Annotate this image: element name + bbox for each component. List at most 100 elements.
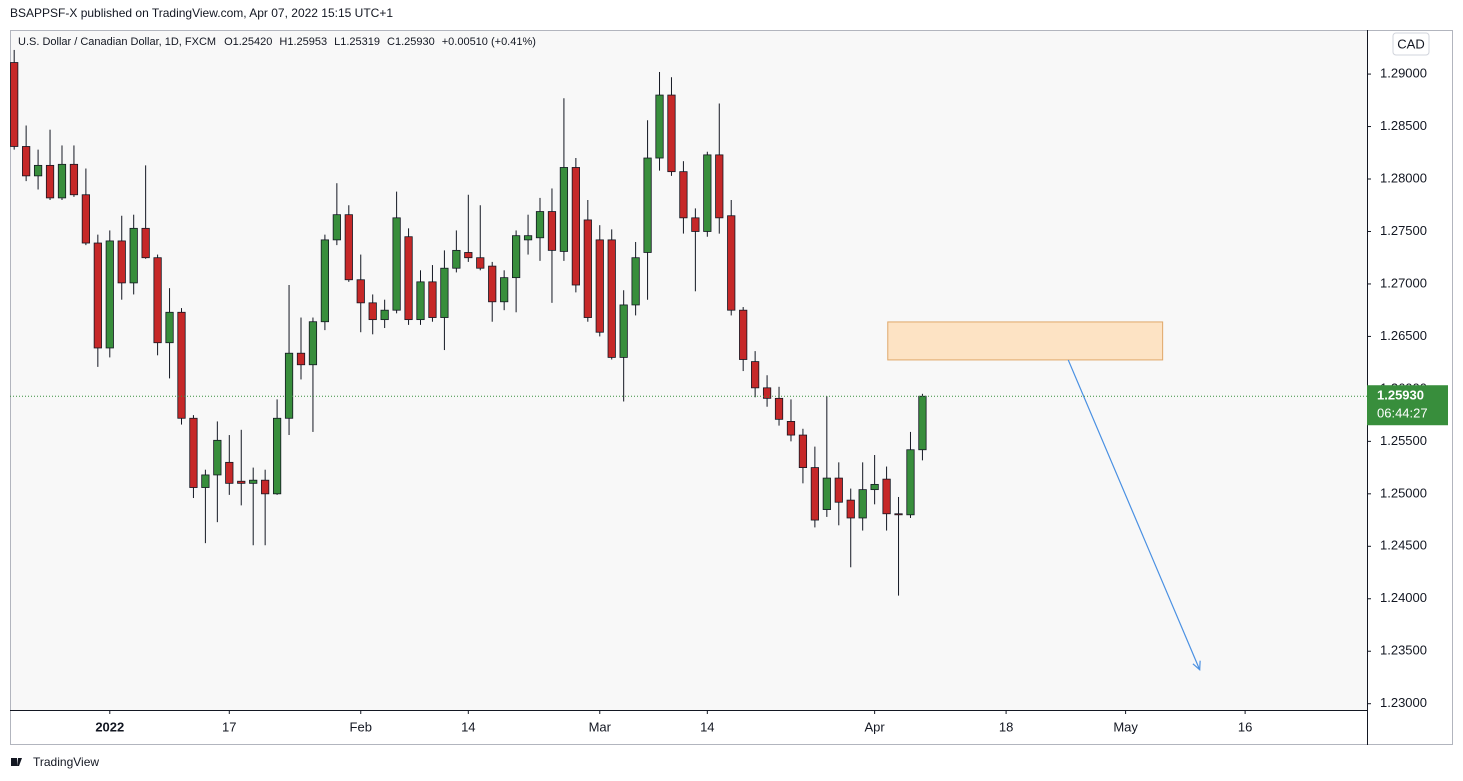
candle-body [404,236,413,321]
frame [10,30,1453,745]
candle-body [117,240,126,284]
candle-body [918,395,927,451]
candle-body [751,361,760,389]
candle-body [774,397,784,420]
candle-body [607,239,616,358]
candle-body [249,479,258,484]
currency[interactable]: CAD [1397,36,1424,51]
candle-body [786,421,796,436]
y-tick-label: 1.24000 [1380,590,1427,605]
candle-body [894,513,903,516]
brand: TradingView [33,755,99,769]
x-tick-label: Feb [350,719,372,734]
y-tick-label: 1.25000 [1380,485,1427,500]
candle-body [727,215,736,311]
last-price-box [1367,385,1448,426]
x-tick-label: May [1113,719,1138,734]
candle-body [870,483,879,491]
y-tick-label: 1.28500 [1380,118,1427,133]
candle-body [177,311,186,419]
y-tick-label: 1.26500 [1380,328,1427,343]
y-tick-label: 1.23000 [1380,695,1427,710]
candle-body [739,309,748,360]
candle-body [667,94,676,173]
ohlc-legend: U.S. Dollar / Canadian Dollar, 1D, FXCM … [18,36,536,48]
candle-body [523,235,533,241]
candle-body [225,461,234,484]
candle-body [45,164,55,199]
publisher: BSAPPSF-X published on TradingView.com, … [10,6,393,20]
y-tick-label: 1.23500 [1380,643,1427,658]
candle-body [440,267,449,318]
candle-body [512,235,521,279]
candle-body [189,417,198,488]
x-tick-label: Mar [589,719,612,734]
candle-body [10,62,19,147]
candle-body [691,217,700,232]
candle-body [679,171,688,219]
candle-body [476,257,485,269]
candle-body [129,227,138,284]
candle-body [858,489,867,519]
x-tick-label: 16 [1238,719,1252,734]
x-tick-label: 2022 [95,719,124,734]
candle-body [153,257,162,344]
x-tick-label: 18 [999,719,1013,734]
candle-body [846,499,855,519]
y-tick-label: 1.25500 [1380,433,1427,448]
candle-body [344,214,353,281]
candle-body [631,257,640,306]
candle-body [416,281,425,321]
candle-body [308,321,318,366]
ohlc-label: +0.00510 (+0.41%) [442,36,536,48]
candle-body [237,480,246,484]
supply-zone [887,321,1164,361]
candle-body [452,249,461,269]
candle-body [22,146,31,177]
candle-body [535,211,545,239]
candle-body [105,240,114,349]
candle-body [272,417,282,495]
candle-body [488,265,497,303]
candle-body [320,239,330,323]
candle-body [284,352,294,419]
candle-body [571,167,580,286]
candle-body [798,434,808,468]
x-tick-label: 14 [461,719,475,734]
candle-body [57,163,67,199]
candle-body [500,277,509,303]
candle-body [81,194,90,244]
plot-background [10,30,1367,710]
ohlc-label: H1.25953 [279,36,327,48]
candle-body [261,479,270,495]
candle-body [703,154,712,232]
candle-body [882,478,891,515]
candle-body [356,279,365,304]
candle-body [822,477,831,510]
last-price-label: 1.25930 [1377,388,1424,403]
arrow-head [1192,660,1201,671]
y-tick-label: 1.28000 [1380,170,1427,185]
candle-body [547,211,557,251]
candle-body [655,94,664,159]
candle-body [201,474,210,488]
candle-body [715,154,724,219]
ohlc-label: L1.25319 [334,36,380,48]
candle-body [33,164,43,177]
candle-body [810,467,819,521]
candle-body [834,477,843,503]
ohlc-label: O1.25420 [224,36,272,48]
candle-body [762,387,772,399]
ohlc-label: C1.25930 [387,36,435,48]
candle-body [595,239,604,333]
projection-arrow [1067,359,1201,670]
currency-button[interactable] [1392,32,1430,56]
candle-body [559,167,569,252]
candle-body [368,302,377,321]
x-tick-label: Apr [865,719,886,734]
candle-body [296,352,306,366]
x-tick-label: 17 [222,719,236,734]
candle-body [93,242,102,349]
candle-body [619,304,628,358]
